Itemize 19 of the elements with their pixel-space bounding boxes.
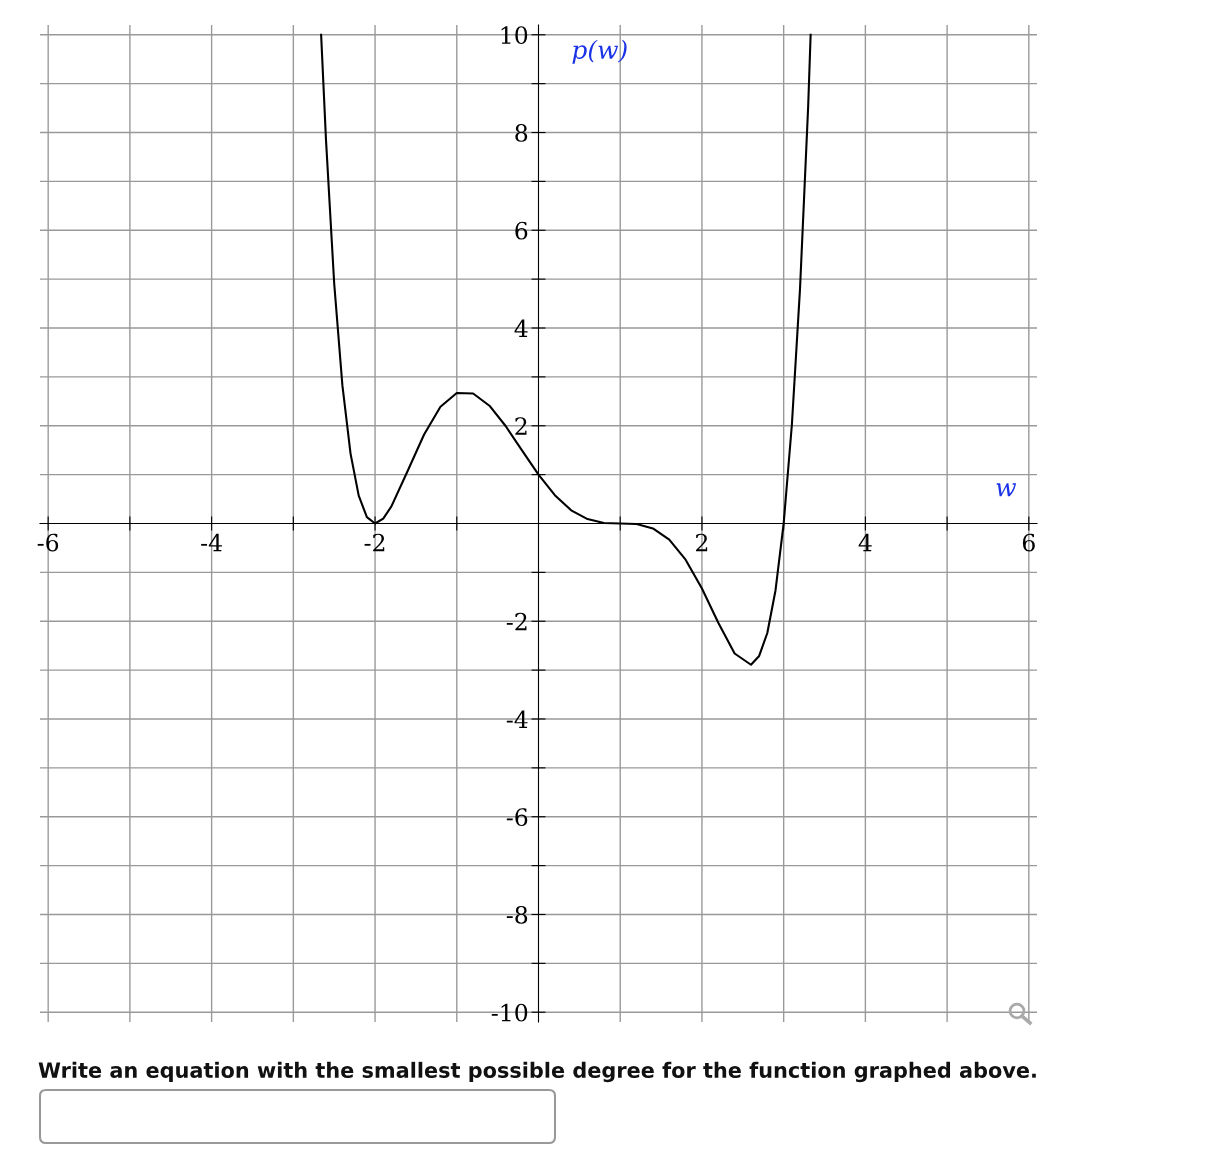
y-tick-label: 6 — [515, 221, 528, 240]
y-tick-label: 2 — [515, 417, 527, 435]
y-tick-label: -2 — [506, 612, 527, 631]
x-tick-label: -2 — [364, 533, 385, 552]
y-tick-label: -4 — [506, 710, 528, 728]
x-tick-label: 6 — [1022, 533, 1035, 552]
y-tick-label: -6 — [506, 808, 528, 827]
text: Write an equation with the smallest possible degree for the function graphed above. — [38, 1061, 1036, 1083]
x-tick-label: 2 — [696, 533, 708, 552]
y-tick-label: -10 — [491, 1003, 528, 1022]
y-tick-label: 4 — [514, 319, 528, 337]
x-axis-title: w — [996, 483, 1017, 497]
x-tick-label: -4 — [201, 533, 222, 552]
x-tick-label: 4 — [858, 533, 872, 552]
y-tick-label: 8 — [515, 123, 528, 142]
y-tick-label: -8 — [506, 905, 528, 924]
x-tick-label: -6 — [37, 533, 59, 552]
y-axis-title: p(w) — [572, 39, 627, 64]
y-tick-label: 10 — [501, 26, 528, 45]
